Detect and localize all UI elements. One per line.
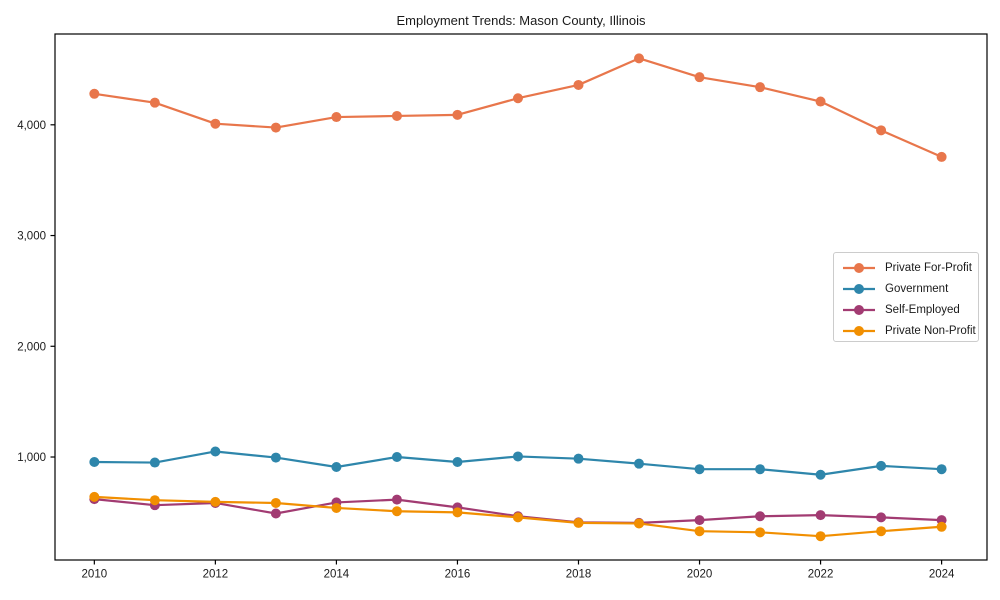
data-point-marker	[452, 109, 463, 120]
data-point-marker	[755, 82, 766, 93]
legend-line-marker-icon	[843, 304, 875, 315]
data-point-marker	[936, 464, 947, 475]
y-tick-label: 3,000	[17, 231, 46, 243]
x-tick-label: 2016	[445, 569, 471, 581]
data-point-marker	[876, 512, 887, 523]
data-point-marker	[573, 453, 584, 464]
series-line-private-for-profit	[93, 57, 943, 159]
data-point-marker	[512, 512, 523, 523]
y-tick-label: 1,000	[17, 452, 46, 464]
x-tick-label: 2024	[929, 569, 955, 581]
data-point-marker	[815, 510, 826, 521]
legend-item-government: Government	[842, 278, 978, 299]
data-point-marker	[755, 464, 766, 475]
data-point-marker	[149, 97, 160, 108]
data-point-marker	[876, 526, 887, 537]
legend-line-marker-icon	[843, 283, 875, 294]
data-point-marker	[149, 457, 160, 468]
data-point-marker	[755, 511, 766, 522]
chart-title: Employment Trends: Mason County, Illinoi…	[396, 13, 646, 28]
x-tick-label: 2018	[566, 569, 592, 581]
data-point-marker	[331, 502, 342, 513]
plot-border	[54, 33, 988, 561]
legend-label: Private For-Profit	[885, 261, 972, 274]
legend-label: Government	[885, 282, 949, 295]
data-point-marker	[634, 53, 645, 64]
data-point-marker	[452, 456, 463, 467]
data-point-marker	[936, 521, 947, 532]
legend-item-private-for-profit: Private For-Profit	[842, 257, 978, 278]
data-point-marker	[694, 72, 705, 83]
data-point-marker	[815, 469, 826, 480]
x-tick-label: 2010	[82, 569, 108, 581]
data-point-marker	[89, 491, 100, 502]
data-point-marker	[210, 446, 221, 457]
data-point-marker	[512, 451, 523, 462]
y-tick-label: 2,000	[17, 341, 46, 353]
data-point-marker	[452, 507, 463, 518]
data-point-marker	[634, 458, 645, 469]
data-point-marker	[149, 495, 160, 506]
legend-line-marker-icon	[843, 325, 875, 336]
legend-item-self-employed: Self-Employed	[842, 299, 978, 320]
data-point-marker	[391, 506, 402, 517]
x-tick-label: 2014	[324, 569, 350, 581]
data-point-marker	[573, 517, 584, 528]
legend-line-marker-icon	[843, 262, 875, 273]
data-point-marker	[210, 118, 221, 129]
data-point-marker	[815, 531, 826, 542]
data-point-marker	[936, 151, 947, 162]
legend-label: Self-Employed	[885, 303, 960, 316]
data-point-marker	[270, 497, 281, 508]
data-point-marker	[634, 518, 645, 529]
data-point-marker	[89, 88, 100, 99]
data-point-marker	[755, 527, 766, 538]
legend-label: Private Non-Profit	[885, 324, 976, 337]
data-point-marker	[331, 112, 342, 123]
x-tick-label: 2020	[687, 569, 713, 581]
x-tick-label: 2022	[808, 569, 834, 581]
data-point-marker	[391, 452, 402, 463]
data-point-marker	[331, 461, 342, 472]
data-point-marker	[270, 508, 281, 519]
data-point-marker	[694, 515, 705, 526]
data-point-marker	[89, 456, 100, 467]
data-point-marker	[270, 122, 281, 133]
data-point-marker	[270, 452, 281, 463]
chart-legend: Private For-Profit Government Self-Employe…	[833, 252, 979, 342]
x-tick-label: 2012	[203, 569, 229, 581]
y-tick-label: 4,000	[17, 120, 46, 132]
data-point-marker	[512, 93, 523, 104]
data-point-marker	[391, 494, 402, 505]
data-point-marker	[876, 125, 887, 136]
data-point-marker	[815, 96, 826, 107]
data-point-marker	[391, 110, 402, 121]
data-point-marker	[694, 464, 705, 475]
data-point-marker	[694, 526, 705, 537]
data-point-marker	[573, 79, 584, 90]
legend-item-private-non-profit: Private Non-Profit	[842, 320, 978, 341]
data-point-marker	[876, 460, 887, 471]
data-point-marker	[210, 496, 221, 507]
